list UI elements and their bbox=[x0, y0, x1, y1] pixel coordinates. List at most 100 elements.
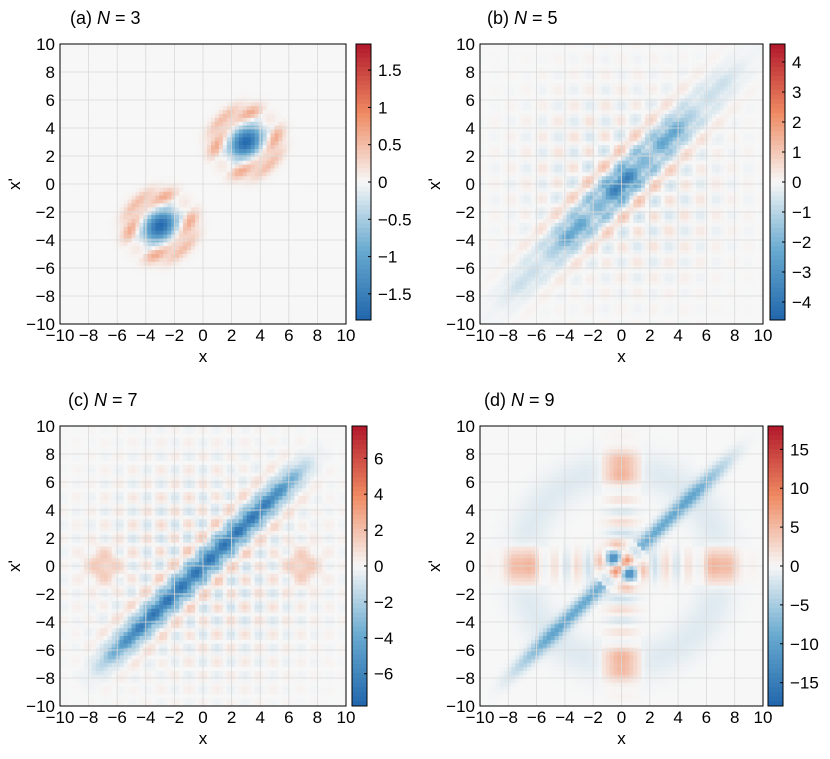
heatmap-cell bbox=[96, 238, 101, 242]
heatmap-cell bbox=[239, 242, 244, 246]
heatmap-cell bbox=[187, 122, 192, 126]
heatmap-cell bbox=[128, 102, 133, 106]
heatmap-cell bbox=[223, 207, 228, 211]
heatmap-cell bbox=[263, 308, 268, 312]
heatmap-cell bbox=[235, 297, 240, 301]
heatmap-cell bbox=[306, 102, 311, 106]
heatmap-cell bbox=[167, 75, 172, 79]
heatmap-cell bbox=[120, 110, 125, 114]
heatmap-cell bbox=[124, 258, 129, 262]
heatmap-cell bbox=[263, 270, 268, 274]
heatmap-cell bbox=[326, 172, 331, 176]
heatmap-cell bbox=[132, 184, 137, 188]
heatmap-cell bbox=[255, 137, 260, 141]
heatmap-cell bbox=[203, 56, 208, 60]
heatmap-cell bbox=[251, 141, 256, 145]
heatmap-cell bbox=[271, 270, 276, 274]
heatmap-cell bbox=[239, 130, 244, 134]
heatmap-cell bbox=[211, 149, 216, 153]
heatmap-cell bbox=[92, 133, 97, 137]
heatmap-cell bbox=[259, 223, 264, 227]
heatmap-cell bbox=[128, 44, 133, 48]
heatmap-cell bbox=[179, 223, 184, 227]
heatmap-cell bbox=[60, 262, 65, 266]
heatmap-cell bbox=[163, 273, 168, 277]
heatmap-cell bbox=[112, 48, 117, 52]
heatmap-cell bbox=[223, 273, 228, 277]
heatmap-cell bbox=[167, 301, 172, 305]
heatmap-cell bbox=[195, 242, 200, 246]
heatmap-cell bbox=[318, 137, 323, 141]
heatmap-cell bbox=[215, 67, 220, 71]
heatmap-cell bbox=[239, 153, 244, 157]
heatmap-cell bbox=[96, 289, 101, 293]
heatmap-cell bbox=[310, 130, 315, 134]
heatmap-cell bbox=[326, 122, 331, 126]
heatmap-cell bbox=[151, 110, 156, 114]
heatmap-cell bbox=[155, 67, 160, 71]
heatmap-cell bbox=[322, 133, 327, 137]
heatmap-cell bbox=[326, 297, 331, 301]
heatmap-cell bbox=[263, 137, 268, 141]
heatmap-cell bbox=[227, 172, 232, 176]
heatmap-cell bbox=[135, 176, 140, 180]
heatmap-cell bbox=[187, 289, 192, 293]
heatmap-cell bbox=[290, 246, 295, 250]
heatmap-cell bbox=[219, 133, 224, 137]
heatmap-cell bbox=[306, 157, 311, 161]
heatmap-cell bbox=[302, 196, 307, 200]
heatmap-cell bbox=[108, 149, 113, 153]
heatmap-cell bbox=[151, 161, 156, 165]
heatmap-cell bbox=[255, 83, 260, 87]
heatmap-cell bbox=[147, 118, 152, 122]
heatmap-cell bbox=[302, 238, 307, 242]
heatmap-cell bbox=[68, 192, 73, 196]
heatmap-cell bbox=[80, 137, 85, 141]
heatmap-cell bbox=[191, 168, 196, 172]
heatmap-cell bbox=[80, 219, 85, 223]
heatmap-cell bbox=[290, 281, 295, 285]
heatmap-cell bbox=[290, 184, 295, 188]
heatmap-cell bbox=[179, 106, 184, 110]
heatmap-cell bbox=[318, 258, 323, 262]
heatmap-cell bbox=[330, 130, 335, 134]
heatmap-cell bbox=[267, 200, 272, 204]
heatmap-cell bbox=[151, 289, 156, 293]
heatmap-cell bbox=[135, 63, 140, 67]
heatmap-cell bbox=[338, 207, 343, 211]
heatmap-cell bbox=[326, 250, 331, 254]
heatmap-cell bbox=[215, 273, 220, 277]
heatmap-cell bbox=[207, 48, 212, 52]
heatmap-cell bbox=[243, 133, 248, 137]
heatmap-cell bbox=[147, 48, 152, 52]
heatmap-cell bbox=[135, 184, 140, 188]
heatmap-cell bbox=[147, 301, 152, 305]
heatmap-cell bbox=[215, 207, 220, 211]
heatmap-cell bbox=[68, 172, 73, 176]
heatmap-cell bbox=[290, 165, 295, 169]
heatmap-cell bbox=[278, 67, 283, 71]
heatmap-cell bbox=[255, 242, 260, 246]
heatmap-cell bbox=[271, 83, 276, 87]
heatmap-cell bbox=[302, 273, 307, 277]
heatmap-cell bbox=[175, 184, 180, 188]
heatmap-cell bbox=[155, 75, 160, 79]
heatmap-cell bbox=[132, 133, 137, 137]
heatmap-cell bbox=[120, 238, 125, 242]
heatmap-cell bbox=[104, 238, 109, 242]
heatmap-cell bbox=[282, 153, 287, 157]
heatmap-cell bbox=[239, 277, 244, 281]
heatmap-cell bbox=[60, 165, 65, 169]
heatmap-cell bbox=[330, 196, 335, 200]
heatmap-cell bbox=[76, 83, 81, 87]
heatmap-cell bbox=[243, 153, 248, 157]
heatmap-cell bbox=[96, 48, 101, 52]
heatmap-cell bbox=[187, 91, 192, 95]
heatmap-cell bbox=[298, 184, 303, 188]
heatmap-cell bbox=[306, 297, 311, 301]
heatmap-cell bbox=[100, 122, 105, 126]
heatmap-cell bbox=[80, 207, 85, 211]
heatmap-cell bbox=[108, 114, 113, 118]
heatmap-cell bbox=[96, 157, 101, 161]
heatmap-cell bbox=[135, 203, 140, 207]
